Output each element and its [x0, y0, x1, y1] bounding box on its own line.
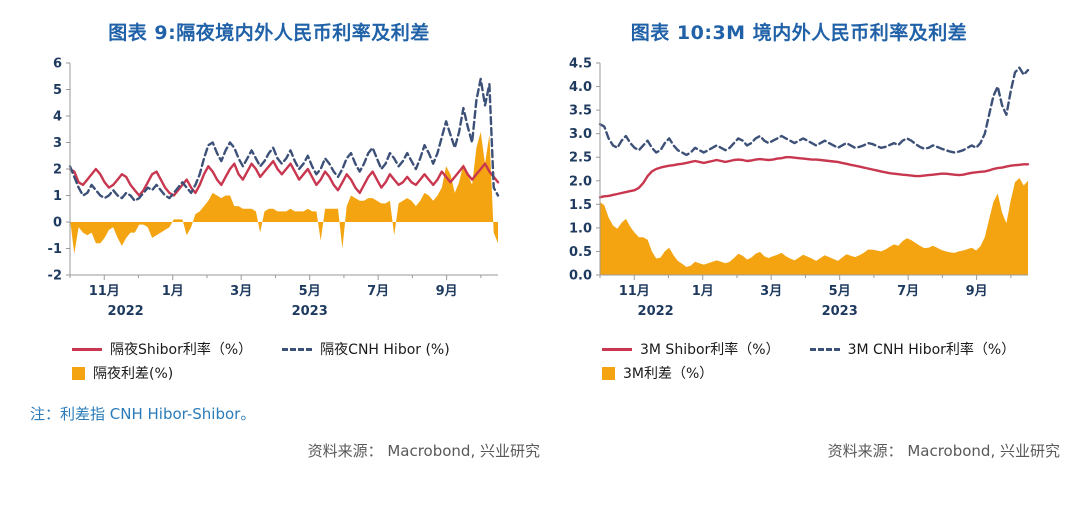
- y-axis-ticks: -2 -1 0 1 2 3 4 5 6: [48, 57, 70, 284]
- sources-row: 资料来源： Macrobond, 兴业研究 资料来源： Macrobond, 兴…: [0, 440, 1080, 461]
- x-tick-label: 5月: [829, 284, 851, 299]
- y-tick-label: 3.0: [569, 127, 592, 142]
- 3m-rate-chart: 0.0 0.5 1.0 1.5 2.0 2.5 3.0 3.5 4.0 4.5 11月 1月 3月 5月 7…: [554, 51, 1044, 331]
- legend-label: 隔夜利差(%): [93, 366, 174, 382]
- chart-panel-overnight: 图表 9:隔夜境内外人民币利率及利差 -2 -1 0 1 2 3 4 5 6 11月 1月 3月 5月 7…: [14, 10, 524, 387]
- y-tick-label: 6: [53, 57, 62, 72]
- x-tick-label: 11月: [89, 284, 120, 299]
- y-tick-label: 2.5: [569, 151, 592, 166]
- x-tick-label: 7月: [367, 284, 389, 299]
- x-tick-label: 11月: [619, 284, 650, 299]
- y-tick-label: -2: [48, 269, 62, 284]
- overnight-rate-chart-svg: -2 -1 0 1 2 3 4 5 6 11月 1月 3月 5月 7月 9月 2022 2023: [48, 57, 500, 319]
- x-axis-ticks: 11月 1月 3月 5月 7月 9月: [619, 275, 988, 299]
- 3m-rate-chart-svg: 0.0 0.5 1.0 1.5 2.0 2.5 3.0 3.5 4.0 4.5 11月 1月 3月 5月 7…: [569, 57, 1030, 319]
- legend-label: 3M Shibor利率（%）: [640, 342, 780, 358]
- shibor-line-series: [598, 155, 1030, 199]
- x-tick-label: 3月: [230, 284, 252, 299]
- line-dashed-marker: [809, 347, 840, 351]
- source-left: 资料来源： Macrobond, 兴业研究: [307, 442, 540, 460]
- chart-title-overnight: 图表 9:隔夜境内外人民币利率及利差: [108, 22, 430, 44]
- legend-label: 3M CNH Hibor利率（%）: [847, 342, 1016, 358]
- legend-item: 3M CNH Hibor利率（%）: [809, 339, 1016, 359]
- axes: [69, 63, 498, 276]
- x-axis-minor-ticks: [599, 275, 1012, 278]
- line-dashed-marker: [282, 347, 313, 351]
- legend-item: 隔夜CNH Hibor (%): [282, 339, 450, 359]
- source-right: 资料来源： Macrobond, 兴业研究: [827, 442, 1060, 460]
- x-axis-ticks: 11月 1月 3月 5月 7月 9月: [89, 275, 458, 299]
- legend-label: 隔夜Shibor利率（%）: [110, 342, 253, 358]
- spread-area-series: [70, 131, 498, 254]
- 3m-chart-legend: 3M Shibor利率（%） 3M CNH Hibor利率（%） 3M利差（%）: [602, 335, 1015, 387]
- legend-item: 3M Shibor利率（%）: [602, 339, 780, 359]
- y-axis-ticks: 0.0 0.5 1.0 1.5 2.0 2.5 3.0 3.5 4.0 4.5: [569, 57, 600, 284]
- year-label: 2023: [292, 304, 328, 319]
- square-marker: [602, 366, 615, 380]
- x-axis-year-labels: 2022 2023: [108, 304, 328, 319]
- cnh-hibor-line-series: [68, 77, 500, 203]
- x-tick-label: 7月: [897, 284, 919, 299]
- y-tick-label: 1.0: [569, 221, 592, 236]
- year-label: 2022: [108, 304, 144, 319]
- y-tick-label: 1.5: [569, 198, 592, 213]
- chart-panel-3m: 图表 10:3M 境内外人民币利率及利差 0.0 0.5 1.0 1.5 2.0 2.5 3…: [544, 10, 1054, 387]
- x-tick-label: 1月: [162, 284, 184, 299]
- year-label: 2022: [638, 304, 674, 319]
- x-tick-label: 1月: [692, 284, 714, 299]
- x-tick-label: 9月: [966, 284, 988, 299]
- y-tick-label: 2: [53, 163, 62, 178]
- chart-title-3m: 图表 10:3M 境内外人民币利率及利差: [630, 22, 968, 44]
- y-tick-label: 3.5: [569, 104, 592, 119]
- axes: [599, 63, 1028, 276]
- legend-item: 隔夜Shibor利率（%）: [72, 339, 252, 359]
- spread-area-series: [600, 178, 1028, 275]
- y-tick-label: 5: [53, 83, 62, 98]
- footnote: 注：利差指 CNH Hibor-Shibor。: [30, 405, 256, 423]
- line-solid-marker: [602, 347, 632, 351]
- x-tick-label: 9月: [436, 284, 458, 299]
- year-label: 2023: [822, 304, 858, 319]
- y-tick-label: 0.5: [569, 245, 592, 260]
- x-tick-label: 5月: [299, 284, 321, 299]
- y-tick-label: 3: [53, 136, 62, 151]
- y-tick-label: 0: [53, 216, 62, 231]
- y-tick-label: 4: [53, 110, 62, 125]
- overnight-chart-legend: 隔夜Shibor利率（%） 隔夜CNH Hibor (%) 隔夜利差(%): [72, 335, 450, 387]
- y-tick-label: 4.0: [569, 80, 592, 95]
- square-marker: [72, 366, 85, 380]
- line-solid-marker: [72, 347, 102, 351]
- x-axis-minor-ticks: [69, 275, 482, 278]
- legend-item: 3M利差（%）: [602, 363, 713, 383]
- y-tick-label: 4.5: [569, 57, 592, 72]
- legend-row: 隔夜Shibor利率（%） 隔夜CNH Hibor (%): [72, 339, 450, 359]
- legend-label: 3M利差（%）: [623, 366, 714, 382]
- y-tick-label: 2.0: [569, 174, 592, 189]
- y-tick-label: -1: [48, 242, 62, 257]
- legend-row: 隔夜利差(%): [72, 363, 450, 383]
- x-tick-label: 3月: [760, 284, 782, 299]
- cnh-hibor-line-series: [598, 66, 1030, 157]
- overnight-rate-chart: -2 -1 0 1 2 3 4 5 6 11月 1月 3月 5月 7月 9月 2022 2023: [24, 51, 514, 331]
- legend-row: 3M Shibor利率（%） 3M CNH Hibor利率（%）: [602, 339, 1015, 359]
- shibor-line-series: [68, 159, 500, 197]
- charts-row: 图表 9:隔夜境内外人民币利率及利差 -2 -1 0 1 2 3 4 5 6 11月 1月 3月 5月 7…: [14, 10, 1054, 387]
- legend-row: 3M利差（%）: [602, 363, 1015, 383]
- y-tick-label: 0.0: [569, 269, 592, 284]
- y-tick-label: 1: [53, 189, 62, 204]
- x-axis-year-labels: 2022 2023: [638, 304, 858, 319]
- legend-label: 隔夜CNH Hibor (%): [320, 342, 450, 358]
- legend-item: 隔夜利差(%): [72, 363, 173, 383]
